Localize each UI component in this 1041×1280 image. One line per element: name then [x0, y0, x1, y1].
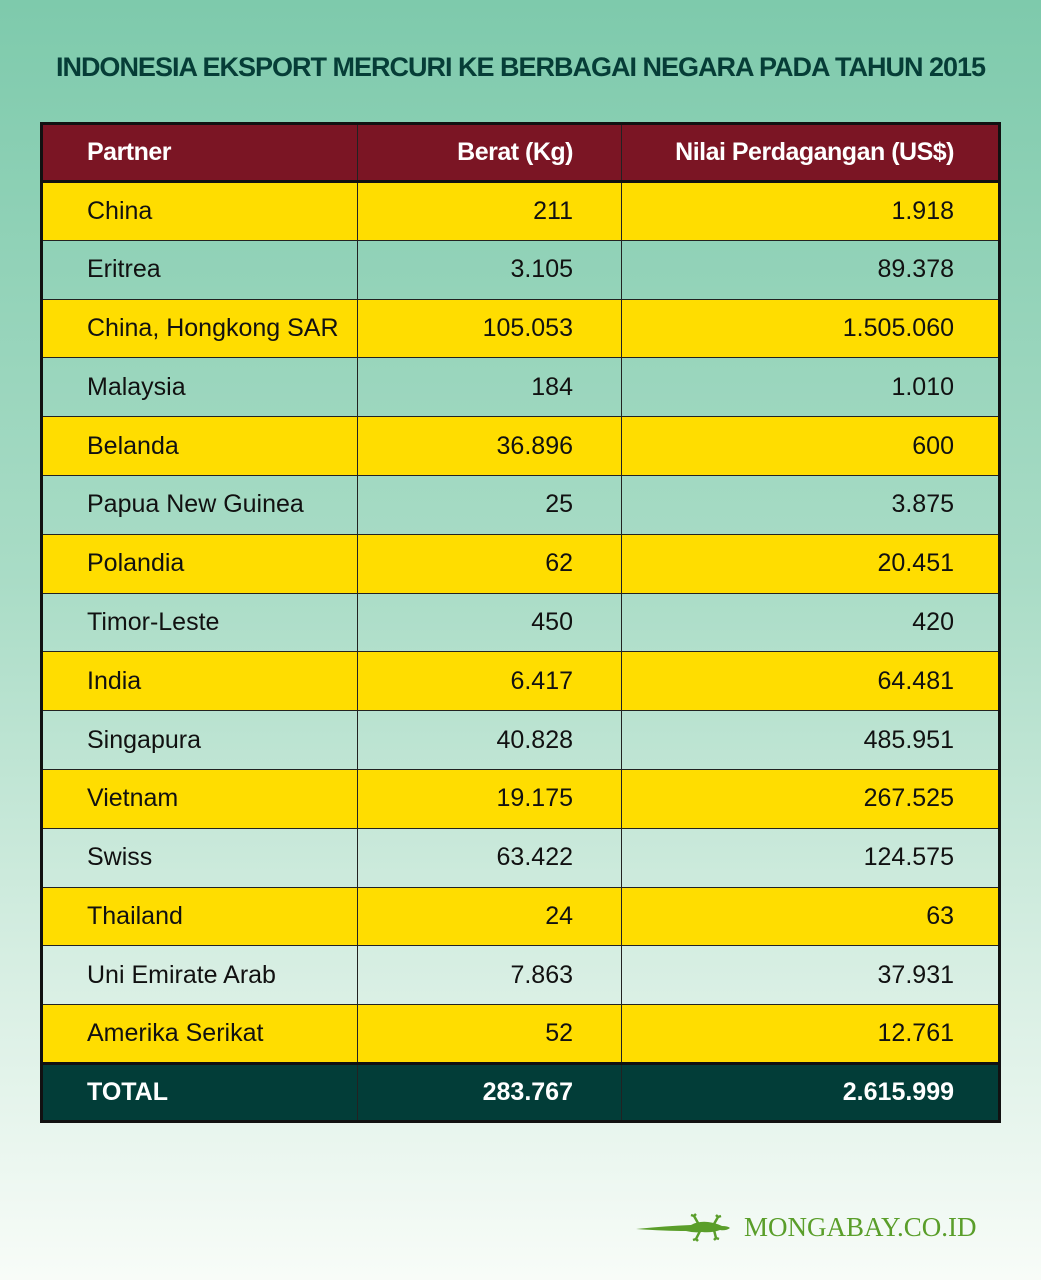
table-row: India 6.417 64.481 [41, 651, 1000, 712]
mongabay-logo: MONGABAY.CO.ID [636, 1212, 977, 1243]
gecko-icon [636, 1212, 730, 1242]
table-row: Papua New Guinea 25 3.875 [41, 474, 1000, 535]
cell-partner: China, Hongkong SAR [41, 298, 358, 359]
cell-berat: 211 [357, 181, 622, 241]
cell-nilai: 124.575 [621, 827, 1000, 888]
total-berat: 283.767 [357, 1062, 622, 1122]
cell-nilai: 600 [621, 416, 1000, 476]
cell-partner: Polandia [41, 533, 358, 594]
cell-nilai: 37.931 [621, 945, 1000, 1006]
cell-partner: Thailand [41, 886, 358, 947]
total-row: TOTAL 283.767 2.615.999 [41, 1062, 1000, 1122]
table-row: Polandia 62 20.451 [41, 533, 1000, 594]
table-row: Thailand 24 63 [41, 886, 1000, 947]
table-row: Singapura 40.828 485.951 [41, 710, 1000, 770]
cell-partner: Belanda [41, 416, 358, 476]
total-label: TOTAL [41, 1062, 358, 1122]
cell-nilai: 63 [621, 886, 1000, 947]
cell-nilai: 1.505.060 [621, 298, 1000, 359]
cell-partner: Malaysia [41, 357, 358, 418]
cell-partner: Swiss [41, 827, 358, 888]
cell-partner: Timor-Leste [41, 592, 358, 653]
total-nilai: 2.615.999 [621, 1062, 1000, 1122]
cell-nilai: 1.010 [621, 357, 1000, 418]
cell-partner: Singapura [41, 710, 358, 770]
cell-nilai: 485.951 [621, 710, 1000, 770]
column-header-berat: Berat (Kg) [357, 123, 622, 183]
cell-berat: 40.828 [357, 710, 622, 770]
cell-berat: 62 [357, 533, 622, 594]
table-row: Amerika Serikat 52 12.761 [41, 1004, 1000, 1064]
cell-berat: 105.053 [357, 298, 622, 359]
cell-nilai: 267.525 [621, 768, 1000, 829]
cell-berat: 52 [357, 1004, 622, 1064]
cell-nilai: 420 [621, 592, 1000, 653]
table-row: Uni Emirate Arab 7.863 37.931 [41, 945, 1000, 1006]
page-title: INDONESIA EKSPORT MERCURI KE BERBAGAI NE… [40, 52, 1001, 83]
cell-partner: Papua New Guinea [41, 474, 358, 535]
cell-partner: Amerika Serikat [41, 1004, 358, 1064]
cell-berat: 6.417 [357, 651, 622, 712]
cell-partner: Vietnam [41, 768, 358, 829]
cell-berat: 19.175 [357, 768, 622, 829]
cell-berat: 24 [357, 886, 622, 947]
cell-nilai: 3.875 [621, 474, 1000, 535]
table-row: Belanda 36.896 600 [41, 416, 1000, 476]
cell-berat: 450 [357, 592, 622, 653]
table-row: Vietnam 19.175 267.525 [41, 768, 1000, 829]
table-row: China, Hongkong SAR 105.053 1.505.060 [41, 298, 1000, 359]
cell-partner: Eritrea [41, 239, 358, 300]
cell-berat: 25 [357, 474, 622, 535]
column-header-nilai: Nilai Perdagangan (US$) [621, 123, 1000, 183]
table-row: Eritrea 3.105 89.378 [41, 239, 1000, 300]
cell-berat: 63.422 [357, 827, 622, 888]
cell-partner: China [41, 181, 358, 241]
logo-text: MONGABAY.CO.ID [744, 1212, 977, 1242]
cell-partner: India [41, 651, 358, 712]
cell-berat: 3.105 [357, 239, 622, 300]
cell-berat: 36.896 [357, 416, 622, 476]
cell-partner: Uni Emirate Arab [41, 945, 358, 1006]
table-row: Timor-Leste 450 420 [41, 592, 1000, 653]
table-row: Malaysia 184 1.010 [41, 357, 1000, 418]
cell-berat: 184 [357, 357, 622, 418]
cell-nilai: 12.761 [621, 1004, 1000, 1064]
cell-nilai: 20.451 [621, 533, 1000, 594]
cell-nilai: 89.378 [621, 239, 1000, 300]
table-row: China 211 1.918 [41, 181, 1000, 241]
column-header-partner: Partner [41, 123, 358, 183]
cell-nilai: 1.918 [621, 181, 1000, 241]
title-text: INDONESIA EKSPORT MERCURI KE BERBAGAI NE… [55, 52, 986, 82]
cell-berat: 7.863 [357, 945, 622, 1006]
cell-nilai: 64.481 [621, 651, 1000, 712]
table-header-row: Partner Berat (Kg) Nilai Perdagangan (US… [41, 123, 1000, 183]
export-table: Partner Berat (Kg) Nilai Perdagangan (US… [40, 122, 1001, 1123]
table-row: Swiss 63.422 124.575 [41, 827, 1000, 888]
